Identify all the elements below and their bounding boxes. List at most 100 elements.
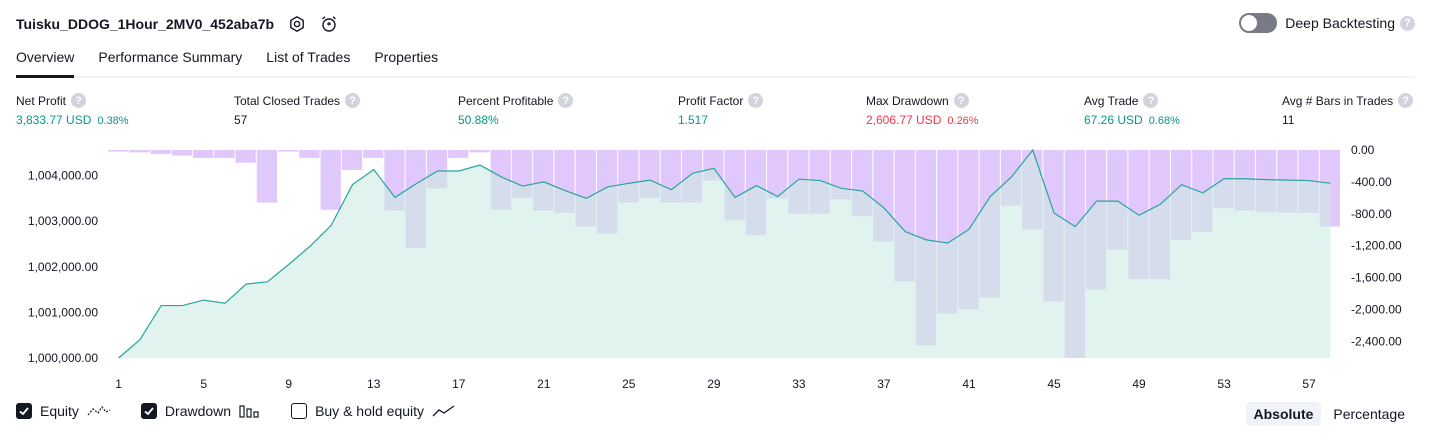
metric-label: Total Closed Trades bbox=[234, 94, 340, 108]
metric-percent-profitable: Percent Profitable? 50.88% bbox=[458, 93, 573, 127]
metric-percent: 0.68% bbox=[1149, 115, 1180, 127]
x-axis-tick-label: 17 bbox=[452, 377, 466, 391]
info-icon[interactable]: ? bbox=[558, 93, 573, 108]
metric-value: 11 bbox=[1282, 113, 1294, 127]
drawdown-bar bbox=[342, 150, 362, 170]
tab-list-of-trades[interactable]: List of Trades bbox=[266, 47, 350, 75]
legend-drawdown[interactable]: Drawdown bbox=[141, 403, 261, 419]
x-axis-tick-label: 9 bbox=[285, 377, 292, 391]
x-axis-labels: 1 5 9 13 17 21 25 29 33 37 41 45 49 53 57 bbox=[115, 377, 1316, 391]
drawdown-bar bbox=[193, 150, 213, 158]
drawdown-bar bbox=[172, 150, 192, 156]
x-axis-tick-label: 25 bbox=[622, 377, 636, 391]
left-axis-labels: 1,000,000.00 1,001,000.00 1,002,000.00 1,00… bbox=[28, 169, 98, 366]
drawdown-bar bbox=[214, 150, 234, 158]
tab-performance-summary[interactable]: Performance Summary bbox=[98, 47, 242, 75]
metric-label: Net Profit bbox=[16, 94, 66, 108]
x-axis-tick-label: 33 bbox=[792, 377, 806, 391]
strategy-title: Tuisku_DDOG_1Hour_2MV0_452aba7b bbox=[16, 16, 274, 32]
right-axis-tick-label: -2,000.00 bbox=[1351, 302, 1402, 316]
right-axis-tick-label: -2,400.00 bbox=[1351, 334, 1402, 348]
right-axis-tick-label: -1,200.00 bbox=[1351, 239, 1402, 253]
x-axis-tick-label: 13 bbox=[367, 377, 381, 391]
deep-backtesting-control: Deep Backtesting ? bbox=[1239, 13, 1415, 33]
right-axis-tick-label: -800.00 bbox=[1351, 207, 1392, 221]
x-axis-tick-label: 29 bbox=[707, 377, 721, 391]
drawdown-bar bbox=[129, 150, 149, 152]
metric-value: 2,606.77 USD bbox=[866, 113, 941, 127]
chart-legend: Equity Drawdown Buy & hold equity bbox=[16, 403, 486, 419]
info-icon[interactable]: ? bbox=[1398, 93, 1413, 108]
metric-label: Avg # Bars in Trades bbox=[1282, 94, 1393, 108]
drawdown-bar bbox=[363, 150, 383, 158]
legend-drawdown-label: Drawdown bbox=[165, 403, 231, 419]
right-axis-tick-label: -1,600.00 bbox=[1351, 271, 1402, 285]
equity-drawdown-chart[interactable]: 1,000,000.00 1,001,000.00 1,002,000.00 1,00… bbox=[0, 140, 1431, 398]
metric-value: 1.517 bbox=[678, 113, 708, 127]
metric-value: 57 bbox=[234, 113, 247, 127]
percentage-button[interactable]: Percentage bbox=[1325, 402, 1413, 426]
legend-buy-hold[interactable]: Buy & hold equity bbox=[291, 403, 456, 419]
absolute-button[interactable]: Absolute bbox=[1246, 402, 1322, 426]
left-axis-tick-label: 1,004,000.00 bbox=[28, 169, 98, 183]
metric-value: 67.26 USD bbox=[1084, 113, 1143, 127]
metric-net-profit: Net Profit? 3,833.77 USD 0.38% bbox=[16, 93, 129, 127]
drawdown-bar bbox=[299, 150, 319, 158]
legend-equity[interactable]: Equity bbox=[16, 403, 111, 419]
left-axis-tick-label: 1,001,000.00 bbox=[28, 305, 98, 319]
drawdown-bars-icon bbox=[239, 404, 261, 418]
alarm-icon[interactable] bbox=[320, 15, 338, 33]
value-mode-switch: Absolute Percentage bbox=[1242, 402, 1414, 426]
drawdown-bar bbox=[469, 150, 489, 152]
drawdown-bar bbox=[448, 150, 468, 158]
x-axis-tick-label: 45 bbox=[1047, 377, 1061, 391]
help-icon[interactable]: ? bbox=[1400, 16, 1415, 31]
tab-overview[interactable]: Overview bbox=[16, 47, 74, 78]
drawdown-bar bbox=[236, 150, 256, 163]
info-icon[interactable]: ? bbox=[71, 93, 86, 108]
right-axis-tick-label: 0.00 bbox=[1351, 143, 1375, 157]
legend-equity-label: Equity bbox=[40, 403, 79, 419]
x-axis-tick-label: 49 bbox=[1132, 377, 1146, 391]
buy-hold-checkbox[interactable] bbox=[291, 403, 307, 419]
buy-hold-line-icon bbox=[432, 404, 456, 418]
tab-properties[interactable]: Properties bbox=[374, 47, 438, 75]
metric-value: 3,833.77 USD bbox=[16, 113, 91, 127]
metric-label: Max Drawdown bbox=[866, 94, 949, 108]
info-icon[interactable]: ? bbox=[748, 93, 763, 108]
x-axis-tick-label: 41 bbox=[962, 377, 976, 391]
drawdown-bar bbox=[321, 150, 341, 210]
x-axis-tick-label: 21 bbox=[537, 377, 551, 391]
equity-checkbox[interactable] bbox=[16, 403, 32, 419]
right-axis-labels: 0.00 -400.00 -800.00 -1,200.00 -1,600.00 -2,0… bbox=[1351, 143, 1402, 348]
metric-label: Percent Profitable bbox=[458, 94, 553, 108]
info-icon[interactable]: ? bbox=[345, 93, 360, 108]
metric-avg-bars-in-trades: Avg # Bars in Trades? 11 bbox=[1282, 93, 1413, 127]
settings-icon[interactable] bbox=[288, 15, 306, 33]
drawdown-bar bbox=[278, 150, 298, 152]
metric-label: Profit Factor bbox=[678, 94, 743, 108]
metric-total-closed-trades: Total Closed Trades? 57 bbox=[234, 93, 360, 127]
x-axis-tick-label: 53 bbox=[1217, 377, 1231, 391]
info-icon[interactable]: ? bbox=[954, 93, 969, 108]
right-axis-tick-label: -400.00 bbox=[1351, 175, 1392, 189]
left-axis-tick-label: 1,003,000.00 bbox=[28, 214, 98, 228]
deep-backtesting-toggle[interactable] bbox=[1239, 13, 1277, 33]
drawdown-checkbox[interactable] bbox=[141, 403, 157, 419]
metric-value: 50.88% bbox=[458, 113, 499, 127]
info-icon[interactable]: ? bbox=[1143, 93, 1158, 108]
drawdown-bar bbox=[151, 150, 171, 154]
metric-percent: 0.38% bbox=[97, 115, 128, 127]
check-icon bbox=[143, 405, 155, 417]
metric-max-drawdown: Max Drawdown? 2,606.77 USD 0.26% bbox=[866, 93, 979, 127]
drawdown-bar bbox=[257, 150, 277, 203]
toggle-knob bbox=[1241, 15, 1257, 31]
equity-line-icon bbox=[87, 404, 111, 418]
x-axis-tick-label: 57 bbox=[1302, 377, 1316, 391]
x-axis-tick-label: 5 bbox=[200, 377, 207, 391]
deep-backtesting-label: Deep Backtesting bbox=[1285, 15, 1395, 31]
x-axis-tick-label: 37 bbox=[877, 377, 891, 391]
legend-buy-hold-label: Buy & hold equity bbox=[315, 403, 424, 419]
metric-percent: 0.26% bbox=[947, 115, 978, 127]
metrics-row: Net Profit? 3,833.77 USD 0.38% Total Clos… bbox=[16, 93, 1415, 133]
